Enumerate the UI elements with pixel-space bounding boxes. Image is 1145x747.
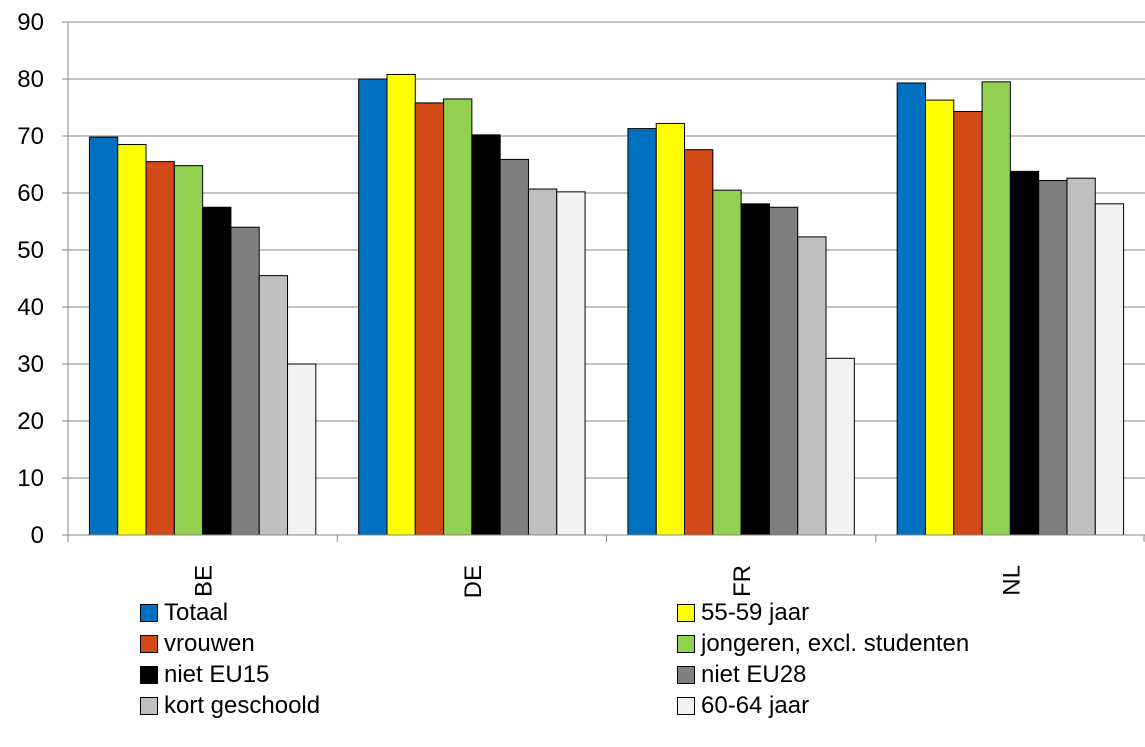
y-tick-label: 50 (17, 237, 44, 264)
bar-BE-1 (117, 144, 147, 536)
legend-item: niet EU15 (140, 659, 269, 691)
y-tick-label: 10 (17, 465, 44, 492)
x-tick-label: NL (998, 565, 1025, 596)
x-tick-label: BE (191, 565, 218, 597)
legend-label: niet EU15 (164, 661, 270, 688)
bar-BE-0 (88, 136, 119, 536)
y-tick-labels: 0 10 20 30 40 50 60 70 80 90 (17, 9, 44, 549)
legend-item: 60-64 jaar (677, 690, 809, 722)
bar-NL-4 (1009, 170, 1040, 536)
bar-DE-5 (499, 158, 529, 536)
legend-item: kort geschoold (140, 690, 320, 722)
legend-label: niet EU28 (701, 661, 807, 688)
bar-NL-2 (953, 110, 983, 536)
legend-label: vrouwen (164, 630, 255, 657)
bar-FR-0 (627, 128, 657, 536)
legend-label: 55-59 jaar (701, 599, 810, 626)
legend-item: niet EU28 (677, 659, 806, 691)
legend-item: vrouwen (140, 628, 255, 660)
bar-FR-6 (797, 236, 827, 536)
bar-DE-2 (414, 102, 445, 536)
bar-DE-0 (358, 78, 388, 536)
bar-DE-4 (471, 134, 501, 536)
legend-item: 55-59 jaar (677, 597, 809, 629)
bar-chart: 0 10 20 30 40 50 60 70 80 90 BE DE FR NL (17, 9, 1145, 598)
bar-NL-1 (924, 99, 955, 536)
bar-FR-4 (740, 203, 770, 536)
bar-BE-3 (173, 165, 204, 536)
legend-label: 60-64 jaar (701, 692, 810, 719)
y-tick-label: 30 (17, 351, 44, 378)
legend-item: jongeren, excl. studenten (677, 628, 969, 660)
bar-BE-6 (258, 275, 289, 536)
x-tick-labels: BE DE FR NL (191, 565, 1026, 598)
bar-NL-5 (1038, 179, 1068, 536)
legend-item: Totaal (140, 597, 228, 629)
bar-FR-5 (768, 206, 799, 536)
legend-swatch (140, 635, 158, 653)
y-tick-label: 20 (17, 408, 44, 435)
legend-swatch (677, 697, 695, 715)
bar-BE-2 (145, 161, 175, 536)
bar-NL-7 (1094, 203, 1125, 536)
axes (62, 21, 1145, 542)
legend-label: jongeren, excl. studenten (701, 630, 970, 657)
legend-swatch (677, 604, 695, 622)
y-tick-label: 0 (31, 522, 44, 549)
bar-DE-1 (386, 73, 416, 536)
bar-FR-2 (684, 149, 714, 536)
y-tick-label: 60 (17, 180, 44, 207)
y-tick-label: 70 (17, 123, 44, 150)
bar-FR-7 (825, 357, 855, 536)
bar-BE-7 (287, 363, 317, 536)
x-tick-label: DE (460, 565, 487, 598)
legend-label: kort geschoold (164, 692, 321, 719)
y-tick-label: 80 (17, 66, 44, 93)
bar-FR-3 (712, 189, 742, 536)
legend-swatch (677, 666, 695, 684)
bars (88, 73, 1125, 536)
legend-label: Totaal (164, 599, 229, 626)
bar-DE-3 (443, 98, 473, 536)
bar-DE-6 (527, 188, 558, 536)
legend-swatch (677, 635, 695, 653)
legend-swatch (140, 697, 158, 715)
bar-BE-5 (230, 226, 260, 536)
bar-BE-4 (202, 206, 232, 536)
x-tick-label: FR (729, 565, 756, 597)
bar-NL-6 (1066, 177, 1096, 536)
legend-swatch (140, 604, 158, 622)
legend-swatch (140, 666, 158, 684)
y-tick-label: 90 (17, 9, 44, 36)
y-tick-label: 40 (17, 294, 44, 321)
bar-DE-7 (556, 191, 586, 536)
bar-NL-3 (981, 81, 1011, 536)
bar-NL-0 (896, 82, 926, 536)
bar-FR-1 (655, 122, 686, 536)
